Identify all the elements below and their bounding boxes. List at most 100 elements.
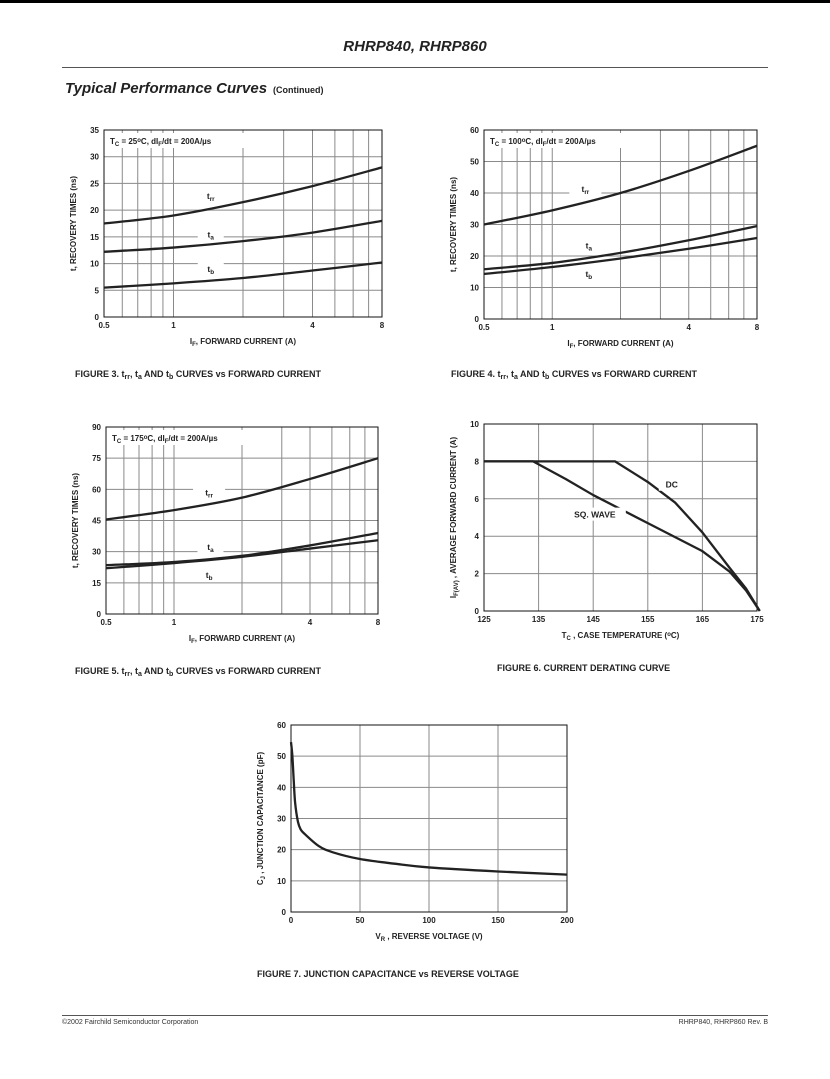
y-tick-label: 60 [277, 721, 286, 730]
figure-6-chart: 0 2 4 6 8 10 125 135 145 155 165 175 [470, 420, 764, 624]
caption-text: FIGURE 7. JUNCTION CAPACITANCE vs REVERS… [257, 969, 519, 979]
caption-text: b [169, 671, 174, 678]
caption-text: CURVES vs FORWARD CURRENT [173, 369, 322, 379]
y-axis-label: t, RECOVERY TIMES (ns) [449, 177, 458, 272]
condition-label-part: C [117, 439, 122, 445]
y-tick-label: 15 [90, 233, 99, 242]
condition-label-part: F [165, 439, 169, 445]
condition-label-part: F [543, 142, 547, 148]
condition-bg [487, 133, 637, 148]
series-label-bg [193, 485, 226, 499]
x-tick-label: 1 [550, 323, 555, 332]
plot-frame [483, 423, 758, 612]
y-axis-label: t, RECOVERY TIMES (ns) [69, 176, 78, 271]
x-tick-label: 0.5 [98, 321, 110, 330]
series-tb-label-part: b [210, 268, 214, 275]
x-tick-label: 1 [172, 618, 177, 627]
series-ta-line [103, 219, 383, 253]
x-axis-label-part: R [381, 937, 386, 943]
caption-text: AND t [141, 666, 170, 676]
y-axis-label-part: C [256, 879, 265, 885]
x-axis-label: IF, FORWARD CURRENT (A) [189, 634, 296, 645]
caption-text: FIGURE 3. t [75, 369, 125, 379]
series-tb-label: tb [206, 570, 213, 582]
series-ta-label-part: t [207, 542, 210, 552]
series-label-bg [575, 238, 602, 252]
caption-text: b [169, 374, 174, 381]
x-tick-label: 4 [687, 323, 692, 332]
x-axis-label-part: T [562, 631, 567, 640]
x-tick-label: 125 [477, 615, 491, 624]
series-DC-label: DC [666, 480, 678, 490]
series-label-bg [563, 507, 626, 521]
y-tick-label: 30 [92, 548, 101, 557]
x-tick-label: 135 [532, 615, 546, 624]
page-header-title: RHRP840, RHRP860 [343, 38, 487, 55]
series-tb-label: tb [207, 264, 214, 276]
caption-text: rr [500, 374, 506, 381]
series-SQ. WAVE-label-part: SQ. WAVE [574, 510, 616, 520]
series-trr-label: trr [205, 487, 213, 499]
y-axis-label-part: t, RECOVERY TIMES (ns) [449, 177, 458, 272]
x-tick-label: 200 [560, 916, 574, 925]
condition-bg [109, 430, 259, 445]
footer-rule [62, 1015, 768, 1016]
y-tick-label: 25 [90, 179, 99, 188]
x-axis-label: IF, FORWARD CURRENT (A) [190, 337, 297, 348]
x-tick-label: 4 [310, 321, 315, 330]
series-tb-line [103, 261, 383, 289]
condition-label-part: o [522, 138, 526, 144]
section-title: Typical Performance Curves (Continued) [65, 80, 324, 97]
series-tb-label-part: b [209, 574, 213, 581]
y-tick-label: 2 [475, 570, 480, 579]
x-axis-label-part: F [191, 639, 195, 645]
series-label-bg [194, 188, 227, 202]
condition-label: TC = 100oC, dIF/dt = 200A/µs [490, 137, 596, 148]
x-tick-label: 145 [587, 615, 601, 624]
series-tb-label-part: t [207, 264, 210, 274]
series-label-bg [197, 227, 224, 241]
x-axis-label-part: , REVERSE VOLTAGE (V) [385, 932, 483, 941]
series-tb-label: tb [585, 269, 592, 281]
y-tick-label: 0 [475, 315, 480, 324]
y-tick-label: 35 [90, 126, 99, 135]
series-trr-label-part: rr [208, 492, 213, 499]
series-trr-label-part: t [205, 487, 208, 497]
x-tick-label: 155 [641, 615, 655, 624]
x-axis-label: IF, FORWARD CURRENT (A) [567, 339, 674, 350]
series-tb-label-part: b [588, 273, 592, 280]
series-trr-line [103, 166, 383, 225]
header-rule [62, 67, 768, 68]
condition-label-part: C, dI [525, 137, 542, 146]
y-tick-label: 20 [90, 206, 99, 215]
x-axis-label: TC , CASE TEMPERATURE (oC) [562, 631, 680, 642]
condition-label: TC = 25oC, dIF/dt = 200A/µs [110, 137, 212, 148]
x-tick-label: 0 [289, 916, 294, 925]
series-tb-line [483, 236, 758, 276]
x-axis-label-part: I [189, 634, 191, 643]
condition-label-part: C, dI [147, 434, 164, 443]
y-tick-label: 20 [470, 252, 479, 261]
series-tb-line [105, 539, 379, 570]
y-tick-label: 15 [92, 579, 101, 588]
series-label-bg [196, 567, 223, 581]
x-axis-label-part: , FORWARD CURRENT (A) [573, 339, 674, 348]
figure-5-caption: FIGURE 5. trr, ta AND tb CURVES vs FORWA… [75, 666, 321, 678]
y-tick-label: 10 [90, 260, 99, 269]
y-tick-label: 0 [97, 610, 102, 619]
y-tick-label: 30 [90, 153, 99, 162]
caption-text: a [137, 671, 142, 678]
y-tick-label: 30 [470, 221, 479, 230]
x-axis-label: VR , REVERSE VOLTAGE (V) [375, 932, 483, 943]
x-axis-label-part: , FORWARD CURRENT (A) [196, 337, 297, 346]
y-tick-label: 50 [470, 158, 479, 167]
condition-label-part: C, dI [141, 137, 158, 146]
caption-text: AND t [517, 369, 546, 379]
x-tick-label: 4 [308, 618, 313, 627]
condition-label-part: = 25 [119, 137, 138, 146]
x-tick-label: 0.5 [100, 618, 112, 627]
caption-text: , t [505, 369, 514, 379]
y-tick-label: 40 [470, 189, 479, 198]
y-tick-label: 30 [277, 815, 286, 824]
